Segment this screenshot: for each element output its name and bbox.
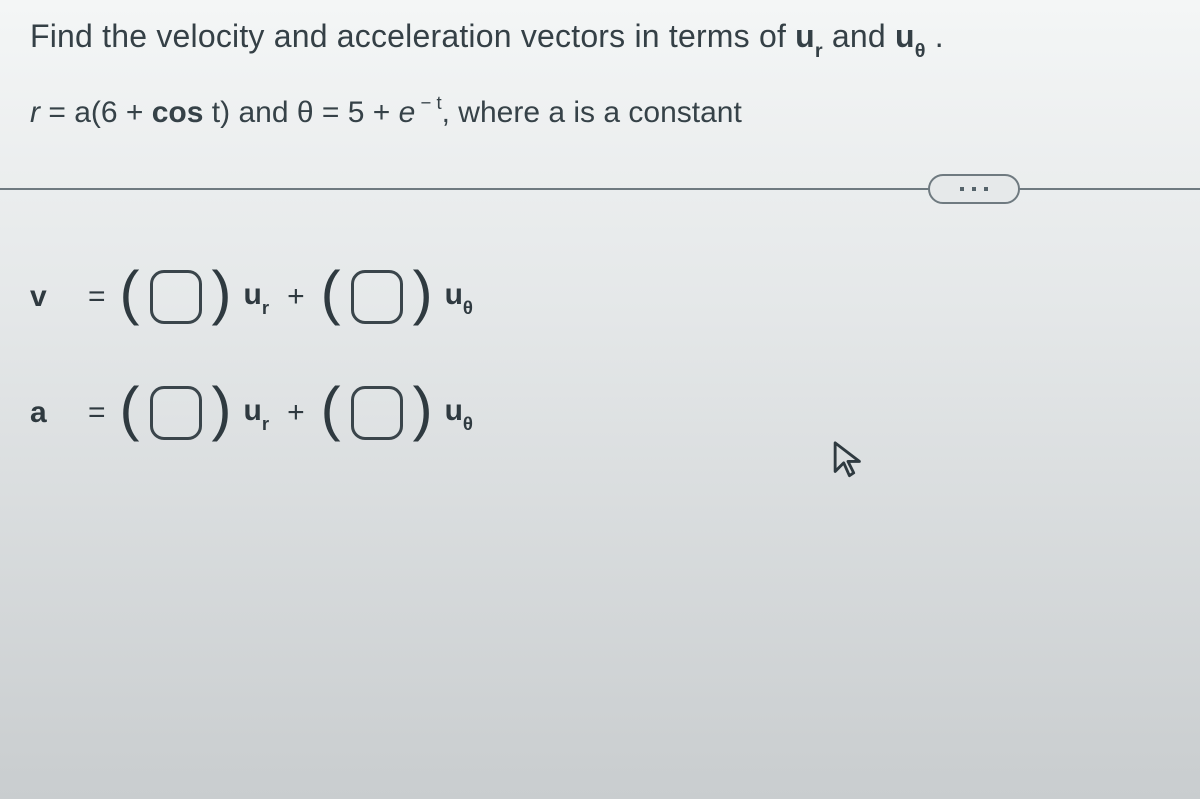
v-utheta-input[interactable]	[351, 270, 403, 324]
dot-icon	[972, 187, 976, 191]
u-theta-unit: uθ	[445, 394, 473, 432]
dot-icon	[984, 187, 988, 191]
acceleration-row: a = ( ) ur + ( ) uθ	[30, 380, 1170, 446]
question-line-1: Find the velocity and acceleration vecto…	[30, 18, 1170, 60]
r-var: r	[30, 96, 40, 129]
a-utheta-input[interactable]	[351, 386, 403, 440]
given-line: r = a(6 + cos t) and θ = 5 + e − t, wher…	[30, 94, 1170, 130]
question-text-post: .	[935, 18, 944, 54]
more-options-button[interactable]	[928, 174, 1020, 204]
r-eq-pre: = a(6 +	[40, 96, 152, 129]
v-ur-input[interactable]	[150, 270, 202, 324]
given-tail: , where a is a constant	[442, 96, 742, 129]
divider-line	[0, 188, 1200, 190]
v-label: v	[30, 280, 78, 314]
equals-sign: =	[88, 280, 106, 314]
u-r-unit: ur	[244, 278, 270, 316]
equals-sign: =	[88, 396, 106, 430]
cos-word: cos	[152, 96, 204, 129]
e-exp: − t	[415, 92, 441, 113]
a-ur-input[interactable]	[150, 386, 202, 440]
u-theta-symbol: uθ	[895, 18, 935, 54]
velocity-row: v = ( ) ur + ( ) uθ	[30, 264, 1170, 330]
problem-page: Find the velocity and acceleration vecto…	[0, 0, 1200, 799]
and-word: and	[832, 18, 895, 54]
question-text-pre: Find the velocity and acceleration vecto…	[30, 18, 795, 54]
answers-block: v = ( ) ur + ( ) uθ a = ( ) ur +	[30, 264, 1170, 446]
plus-sign: +	[287, 396, 305, 430]
u-r-symbol: ur	[795, 18, 832, 54]
divider	[30, 174, 1170, 204]
r-eq-mid: t) and θ = 5 +	[203, 96, 398, 129]
plus-sign: +	[287, 280, 305, 314]
a-label: a	[30, 396, 78, 430]
u-theta-unit: uθ	[445, 278, 473, 316]
u-r-unit: ur	[244, 394, 270, 432]
dot-icon	[960, 187, 964, 191]
e-var: e	[399, 96, 416, 129]
